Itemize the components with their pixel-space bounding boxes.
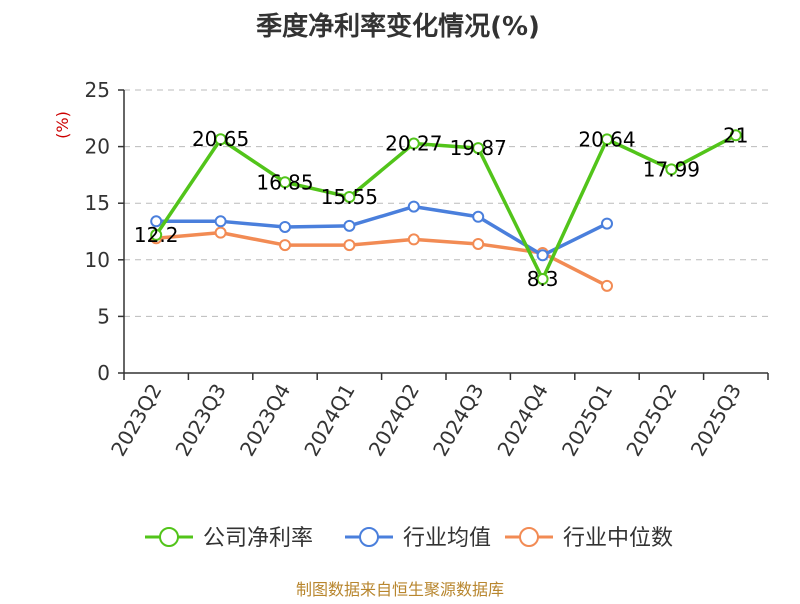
series-0-point-2024Q1[interactable] <box>343 190 356 203</box>
grid-lines <box>124 89 768 317</box>
series-0-point-2023Q2[interactable] <box>150 228 163 241</box>
series-0-point-2024Q2[interactable] <box>407 137 420 150</box>
x-tick-label-2023Q3: 2023Q3 <box>170 380 230 461</box>
data-label-2023Q2: 12.2 <box>134 223 179 247</box>
chart-title: 季度净利率变化情况(%) <box>256 11 540 42</box>
series-0-point-2025Q1[interactable] <box>601 133 613 146</box>
x-tick-label-2023Q4: 2023Q4 <box>235 380 295 461</box>
y-tick-label-25: 25 <box>85 78 110 102</box>
series-2-point-2024Q3[interactable] <box>472 237 485 250</box>
series-2-point-2024Q1[interactable] <box>343 239 356 252</box>
y-tick-label-15: 15 <box>85 191 110 215</box>
series-0-point-2025Q2[interactable] <box>665 163 678 176</box>
x-tick-label-2024Q1: 2024Q1 <box>299 380 359 461</box>
y-tick-label-10: 10 <box>85 248 110 272</box>
series-2-point-2025Q1[interactable] <box>601 279 613 292</box>
x-tick-label-2023Q2: 2023Q2 <box>106 380 166 461</box>
series-2 <box>150 226 613 292</box>
y-tick-label-0: 0 <box>97 361 110 385</box>
legend-item-1[interactable]: 行业均值 <box>345 526 491 551</box>
data-label-2023Q3: 20.65 <box>192 127 249 151</box>
y-tick-label-20: 20 <box>85 135 110 159</box>
series-1-point-2024Q2[interactable] <box>407 200 420 213</box>
data-label-2025Q1: 20.64 <box>578 127 635 151</box>
x-tick-label-2025Q1: 2025Q1 <box>557 380 617 461</box>
series-0-point-2023Q3[interactable] <box>214 133 227 146</box>
legend-item-0[interactable]: 公司净利率 <box>145 526 313 551</box>
legend-item-2[interactable]: 行业中位数 <box>505 526 673 551</box>
series-line-1 <box>154 204 609 258</box>
x-tick-label-2024Q4: 2024Q4 <box>492 380 552 461</box>
data-label-2024Q3: 19.87 <box>450 136 507 160</box>
legend-label-0: 公司净利率 <box>203 526 313 551</box>
data-label-2025Q2: 17.99 <box>643 157 700 181</box>
series-1-point-2025Q1[interactable] <box>601 217 613 230</box>
data-label-2024Q2: 20.27 <box>385 132 442 156</box>
series-2-point-2023Q4[interactable] <box>279 239 291 252</box>
data-label-2025Q3: 21 <box>723 123 748 147</box>
x-tick-label-2025Q3: 2025Q3 <box>686 380 746 461</box>
data-label-2024Q1: 15.55 <box>321 185 378 209</box>
data-labels: 12.2 20.65 16.85 15.55 20.27 19.87 8.3 20.64 17.… <box>134 123 749 291</box>
series-line-2 <box>154 230 609 288</box>
legend-swatch-marker-2 <box>519 527 539 547</box>
series-0 <box>150 129 742 286</box>
legend-label-1: 行业均值 <box>403 526 491 551</box>
legend-swatch-marker-1 <box>359 527 379 547</box>
series-1-point-2024Q4[interactable] <box>536 249 549 262</box>
series-2-point-2023Q3[interactable] <box>214 226 227 239</box>
series-lines <box>150 129 742 292</box>
series-1-point-2024Q1[interactable] <box>343 219 356 232</box>
data-label-2024Q4: 8.3 <box>527 267 559 291</box>
series-1-point-2023Q2[interactable] <box>150 215 163 228</box>
series-0-point-2025Q3[interactable] <box>729 129 742 142</box>
series-0-point-2024Q3[interactable] <box>472 142 485 155</box>
series-1-point-2024Q3[interactable] <box>472 210 485 223</box>
legend-swatch-marker-0 <box>159 527 179 547</box>
x-tick-label-2024Q2: 2024Q2 <box>364 380 424 461</box>
y-axis-unit-label: (%) <box>53 111 72 139</box>
series-0-point-2023Q4[interactable] <box>279 176 291 189</box>
x-tick-label-2025Q2: 2025Q2 <box>621 380 681 461</box>
series-1-point-2023Q3[interactable] <box>214 215 227 228</box>
legend[interactable]: 公司净利率 行业均值 行业中位数 <box>145 526 673 551</box>
series-line-0 <box>154 133 738 281</box>
series-1-point-2023Q4[interactable] <box>279 220 291 233</box>
y-tick-label-5: 5 <box>97 304 110 328</box>
series-0-point-2024Q4[interactable] <box>536 273 549 286</box>
source-note: 制图数据来自恒生聚源数据库 <box>296 580 504 599</box>
x-tick-label-2024Q3: 2024Q3 <box>428 380 488 461</box>
series-2-point-2024Q2[interactable] <box>407 233 420 246</box>
legend-label-2: 行业中位数 <box>563 526 673 551</box>
data-label-2023Q4: 16.85 <box>256 170 313 194</box>
series-1 <box>150 200 613 262</box>
